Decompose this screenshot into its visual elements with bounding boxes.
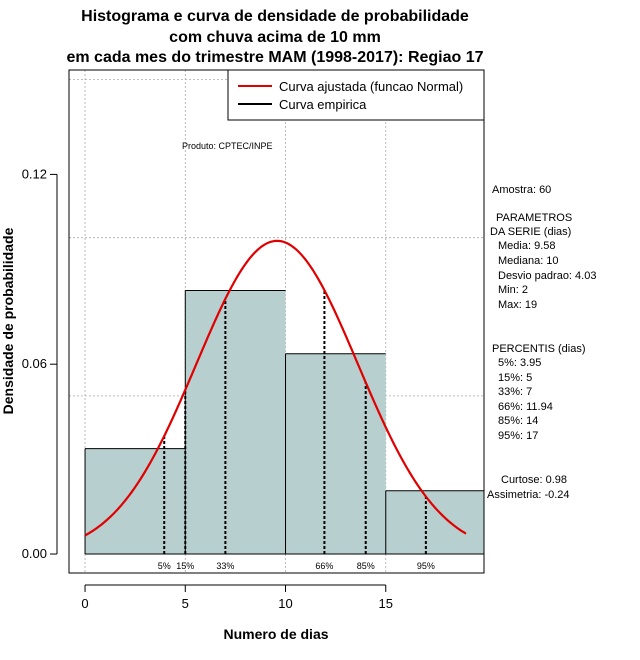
y-tick-label: 0.06: [22, 356, 47, 371]
legend: Curva ajustada (funcao Normal) Curva emp…: [227, 69, 485, 121]
y-tick-label: 0.12: [22, 166, 47, 181]
kurtosis: Curtose: 0.98: [501, 474, 567, 486]
param-mean: Media: 9.58: [498, 240, 555, 252]
legend-label-empirical: Curva empirica: [279, 97, 367, 112]
percentile-label: 85%: [357, 561, 375, 571]
x-tick-label: 0: [81, 596, 88, 611]
histogram-bar: [85, 448, 186, 555]
percentile-5: 5%: 3.95: [498, 357, 541, 369]
legend-box: [227, 69, 485, 121]
params-header-1: PARAMETROS: [496, 212, 572, 224]
percentile-lines: [163, 290, 427, 555]
x-axis: 0 5 10 15: [81, 584, 393, 611]
params-header-2: DA SERIE (dias): [490, 226, 571, 238]
percentile-label: 95%: [417, 561, 435, 571]
param-median: Mediana: 10: [498, 255, 559, 267]
percentile-label: 66%: [315, 561, 333, 571]
histogram-bar: [185, 290, 286, 555]
percentiles-header: PERCENTIS (dias): [492, 343, 586, 355]
percentile-66: 66%: 11.94: [498, 401, 553, 413]
sample-size: Amostra: 60: [492, 184, 551, 196]
param-sd: Desvio padrao: 4.03: [498, 270, 596, 282]
y-axis: 0.00 0.06 0.12: [22, 166, 58, 561]
chart-title-line-1: Histograma e curva de densidade de proba…: [81, 8, 469, 25]
x-tick-label: 15: [379, 596, 393, 611]
percentile-label: 5%: [158, 561, 171, 571]
y-tick-label: 0.00: [22, 546, 47, 561]
percentile-label: 33%: [216, 561, 234, 571]
x-tick-label: 5: [182, 596, 189, 611]
normal-curve-group: [84, 239, 467, 537]
percentile-labels: 5% 15% 33% 66% 85% 95%: [158, 561, 435, 571]
legend-label-fit: Curva ajustada (funcao Normal): [279, 79, 463, 94]
percentile-33: 33%: 7: [498, 386, 532, 398]
x-tick-label: 10: [278, 596, 292, 611]
y-axis-title: Densidade de probabilidade: [0, 227, 16, 414]
param-min: Min: 2: [498, 284, 528, 296]
chart-title-line-2: com chuva acima de 10 mm: [169, 29, 381, 46]
param-max: Max: 19: [498, 299, 537, 311]
product-annotation: Produto: CPTEC/INPE: [182, 141, 273, 151]
x-axis-title: Numero de dias: [223, 626, 328, 642]
stats-panel: Amostra: 60 PARAMETROS DA SERIE (dias) M…: [487, 184, 596, 501]
skewness: Assimetria: -0.24: [487, 489, 570, 501]
percentile-85: 85%: 14: [498, 415, 538, 427]
percentile-label: 15%: [176, 561, 194, 571]
percentile-95: 95%: 17: [498, 430, 538, 442]
chart-title-line-3: em cada mes do trimestre MAM (1998-2017)…: [66, 49, 483, 66]
percentile-15: 15%: 5: [498, 372, 532, 384]
histogram-bar: [285, 353, 386, 555]
histogram-bars: [84, 289, 484, 555]
histogram-bar: [385, 490, 484, 555]
normal-fit-curve: [84, 239, 467, 537]
